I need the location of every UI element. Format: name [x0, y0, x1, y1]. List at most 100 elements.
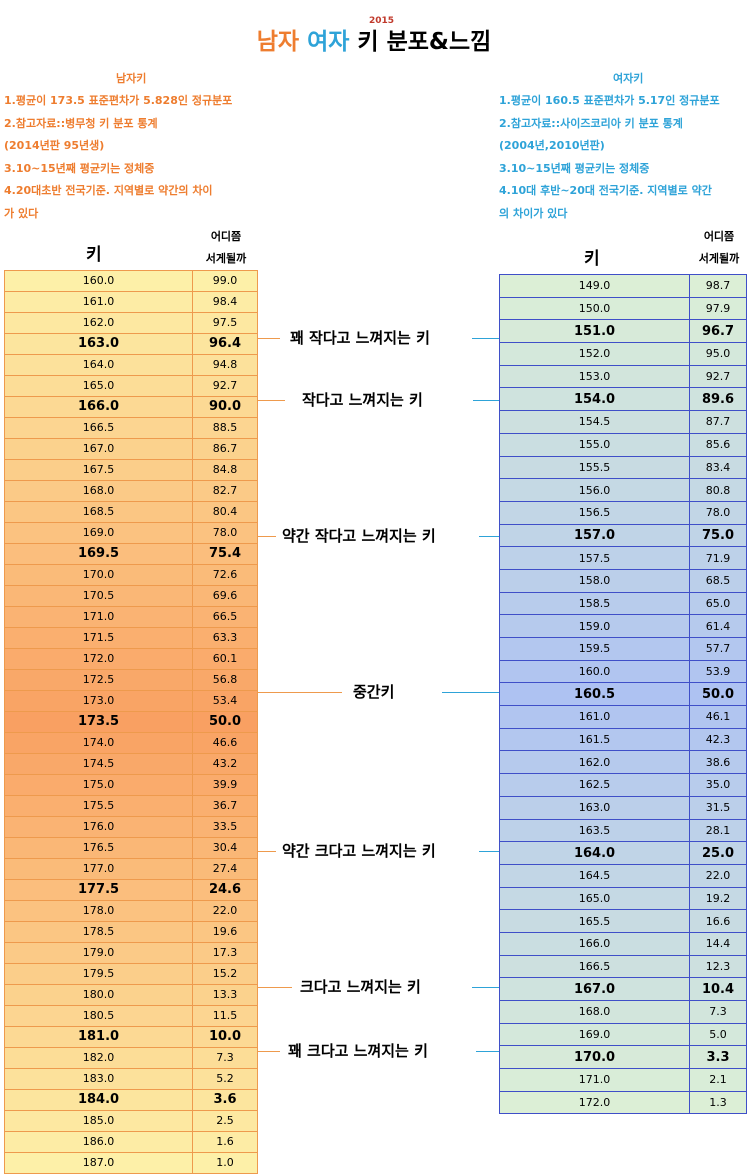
female-note-line: 4.10대 후반~20대 전국기준. 지역별로 약간: [499, 184, 712, 198]
female-height-cell: 151.0: [499, 319, 690, 344]
male-height-cell: 162.0: [4, 312, 193, 334]
male-rank-cell: 46.6: [192, 732, 258, 754]
female-table-row: 165.0 19.2: [499, 886, 747, 911]
female-rank-cell: 68.5: [689, 568, 747, 593]
female-rank-cell: 1.3: [689, 1090, 747, 1115]
female-note-line: 의 차이가 있다: [499, 207, 568, 220]
male-table-row: 179.0 17.3: [4, 942, 258, 964]
male-height-cell: 180.0: [4, 984, 193, 1006]
male-rank-cell: 33.5: [192, 816, 258, 838]
female-rank-cell: 53.9: [689, 659, 747, 684]
female-height-cell: 159.0: [499, 614, 690, 638]
female-height-header: 키: [584, 249, 600, 269]
female-height-cell: 162.5: [499, 773, 690, 797]
male-table-row: 170.0 72.6: [4, 564, 258, 586]
female-height-cell: 154.5: [499, 410, 690, 434]
female-connector-line: [479, 536, 499, 537]
male-height-cell: 165.0: [4, 375, 193, 397]
male-table-row: 166.5 88.5: [4, 417, 258, 439]
male-table-row: 177.0 27.4: [4, 858, 258, 880]
male-rank-cell: 24.6: [192, 879, 258, 901]
female-height-cell: 168.0: [499, 1000, 690, 1024]
female-note-line: 2.참고자료::사이즈코리아 키 분포 통계: [499, 116, 683, 130]
male-table-row: 180.5 11.5: [4, 1005, 258, 1027]
female-height-cell: 157.0: [499, 523, 690, 548]
male-table-row: 169.5 75.4: [4, 543, 258, 565]
male-height-cell: 177.5: [4, 879, 193, 901]
female-height-cell: 156.0: [499, 478, 690, 502]
female-table-row: 168.0 7.3: [499, 1000, 747, 1024]
male-height-cell: 167.0: [4, 438, 193, 460]
female-table-row: 149.0 98.7: [499, 274, 747, 298]
female-height-cell: 161.0: [499, 705, 690, 729]
male-table-row: 173.0 53.4: [4, 690, 258, 712]
male-rank-cell: 63.3: [192, 627, 258, 649]
female-table-row: 170.0 3.3: [499, 1045, 747, 1070]
male-height-cell: 163.0: [4, 333, 193, 355]
male-table-row: 170.5 69.6: [4, 585, 258, 607]
title-year: 2015: [369, 16, 395, 26]
female-rank-cell: 98.7: [689, 274, 747, 298]
male-table-row: 172.0 60.1: [4, 648, 258, 670]
male-height-cell: 170.5: [4, 585, 193, 607]
female-height-cell: 152.0: [499, 342, 690, 366]
male-connector-line: [258, 338, 280, 339]
female-rank-cell: 35.0: [689, 773, 747, 797]
female-table-row: 156.0 80.8: [499, 478, 747, 502]
female-rank-cell: 3.3: [689, 1045, 747, 1070]
female-height-cell: 158.5: [499, 591, 690, 616]
female-rank-header: 어디쯤 서게될까: [690, 226, 748, 270]
female-rank-cell: 89.6: [689, 387, 747, 412]
female-connector-line: [442, 692, 499, 693]
male-table-row: 168.5 80.4: [4, 501, 258, 523]
male-height-cell: 186.0: [4, 1131, 193, 1153]
male-rank-cell: 7.3: [192, 1047, 258, 1069]
female-rank-cell: 78.0: [689, 500, 747, 525]
female-rank-cell: 14.4: [689, 931, 747, 956]
female-table-row: 159.5 57.7: [499, 637, 747, 661]
female-rank-header-line1: 어디쯤: [703, 230, 735, 243]
female-table-row: 154.5 87.7: [499, 410, 747, 434]
female-table-row: 150.0 97.9: [499, 296, 747, 321]
male-rank-cell: 80.4: [192, 501, 258, 523]
male-rank-cell: 97.5: [192, 312, 258, 334]
male-table-row: 173.5 50.0: [4, 711, 258, 733]
female-table-row: 172.0 1.3: [499, 1090, 747, 1115]
male-rank-header-line1: 어디쯤: [210, 230, 242, 243]
male-table-row: 172.5 56.8: [4, 669, 258, 691]
female-height-cell: 161.5: [499, 727, 690, 752]
female-height-cell: 163.5: [499, 818, 690, 843]
male-height-cell: 175.0: [4, 774, 193, 796]
male-table-row: 161.0 98.4: [4, 291, 258, 313]
female-height-cell: 155.5: [499, 455, 690, 480]
female-rank-header-line2: 서게될까: [698, 252, 740, 265]
female-height-cell: 153.0: [499, 364, 690, 389]
male-height-table: 160.0 99.0 161.0 98.4 162.0 97.5 163.0 96.4 164.…: [4, 270, 258, 1174]
female-note-line: (2004년,2010년판): [499, 139, 605, 153]
male-rank-cell: 36.7: [192, 795, 258, 817]
female-rank-cell: 92.7: [689, 364, 747, 389]
male-height-cell: 178.0: [4, 900, 193, 922]
male-height-header: 키: [86, 245, 102, 265]
female-height-cell: 158.0: [499, 568, 690, 593]
male-table-row: 167.0 86.7: [4, 438, 258, 460]
female-connector-line: [476, 1051, 499, 1052]
female-height-cell: 164.0: [499, 841, 690, 865]
female-rank-cell: 96.7: [689, 319, 747, 344]
female-rank-cell: 2.1: [689, 1068, 747, 1092]
female-note-line: 3.10~15년째 평균키는 정체중: [499, 161, 650, 175]
male-height-cell: 168.5: [4, 501, 193, 523]
female-table-row: 154.0 89.6: [499, 387, 747, 412]
male-height-cell: 161.0: [4, 291, 193, 313]
title-male: 남자: [256, 29, 300, 55]
female-rank-cell: 31.5: [689, 795, 747, 820]
male-rank-cell: 75.4: [192, 543, 258, 565]
male-table-row: 175.0 39.9: [4, 774, 258, 796]
female-height-cell: 157.5: [499, 546, 690, 570]
female-table-row: 161.5 42.3: [499, 727, 747, 752]
male-rank-cell: 22.0: [192, 900, 258, 922]
male-rank-cell: 99.0: [192, 270, 258, 292]
female-table-row: 158.5 65.0: [499, 591, 747, 616]
male-table-row: 178.5 19.6: [4, 921, 258, 943]
male-table-row: 178.0 22.0: [4, 900, 258, 922]
